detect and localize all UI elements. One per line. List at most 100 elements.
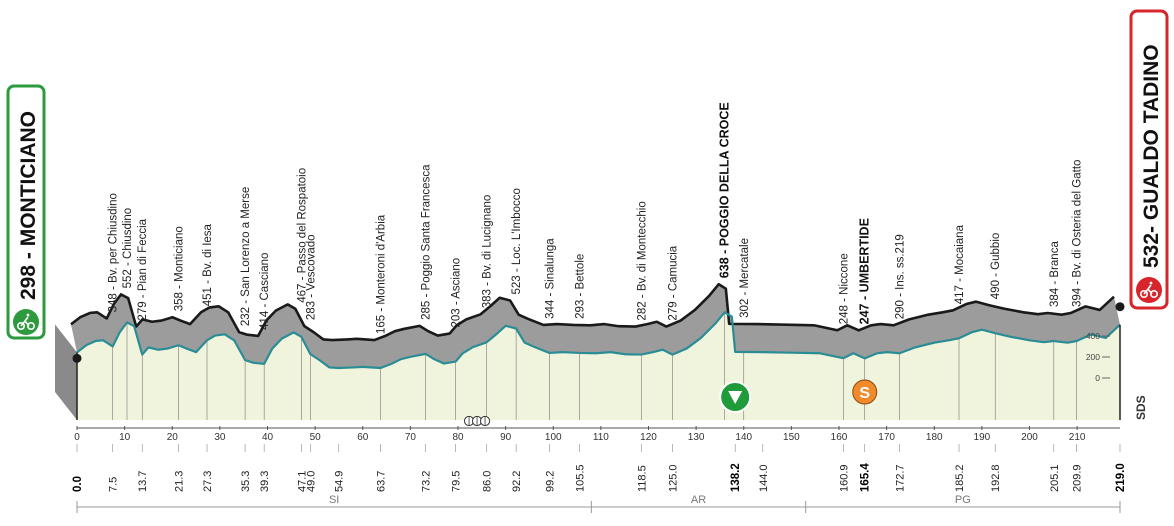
location-label: 384 - Branca (1049, 241, 1061, 307)
location-label: 344 - Sinalunga (544, 238, 556, 319)
location-label: 203 - Asciano (451, 258, 463, 328)
distance-label: 144.0 (758, 464, 770, 492)
distance-label: 13.7 (137, 471, 149, 492)
location-label: 165 - Monteroni d'Arbia (375, 214, 387, 334)
location-label: 247 - UMBERTIDE (858, 218, 872, 324)
location-label: 523 - Loc. L'Imbocco (511, 188, 523, 294)
location-label: 451 - Bv. di Iesa (202, 223, 214, 306)
distance-label: 172.7 (894, 464, 906, 492)
x-tick-label: 120 (640, 432, 657, 443)
x-tick-label: 140 (735, 432, 752, 443)
x-tick-label: 190 (974, 432, 991, 443)
start-badge-frame (6, 84, 46, 340)
cyclist-glyph (17, 313, 36, 331)
x-tick-label: 80 (452, 432, 464, 443)
y-tick-label: 0 (1095, 373, 1100, 383)
distance-label: 35.3 (240, 471, 252, 492)
location-label: 279 - Pian di Feccia (137, 218, 149, 320)
location-label: 290 - Ins. ss.219 (894, 234, 906, 319)
location-label: 283 - Vescovado (305, 234, 317, 320)
x-tick-label: 60 (357, 432, 369, 443)
distance-label: 47.1 (296, 471, 308, 492)
distance-label: 73.2 (421, 471, 433, 492)
location-label: 638 - POGGIO DELLA CROCE (718, 102, 732, 278)
distance-label: 205.1 (1049, 464, 1061, 492)
distance-label: 105.5 (574, 464, 586, 492)
finish-badge: 532- GUALDO TADINO (1129, 9, 1169, 310)
markers: S (463, 379, 878, 427)
distance-label: 125.0 (667, 464, 679, 492)
location-label: 358 - Monticiano (173, 226, 185, 311)
distance-label: 63.7 (375, 471, 387, 492)
x-tick-label: 90 (500, 432, 512, 443)
distance-label: 27.3 (202, 471, 214, 492)
distance-label: 21.3 (173, 471, 185, 492)
x-tick-label: 130 (688, 432, 705, 443)
x-tick-label: 30 (214, 432, 226, 443)
distance-label: 160.9 (838, 464, 850, 492)
x-tick-label: 150 (783, 432, 800, 443)
location-label: 282 - Bv. di Montecchio (636, 201, 648, 320)
distance-label: 39.3 (259, 471, 271, 492)
distance-label: 118.5 (636, 465, 648, 492)
finish-badge-frame (1129, 9, 1169, 310)
start-dot (72, 353, 82, 363)
location-label: 394 - Bv. di Osteria del Gatto (1072, 160, 1084, 307)
location-labels: 348 - Bv. per Chiusdino 552 - Chiusdino 27… (108, 102, 1084, 334)
sprint-s-glyph: S (859, 385, 870, 402)
location-label: 383 - Bv. di Lucignano (482, 195, 494, 309)
elevation-profile (70, 282, 1125, 420)
kom-triangle-glyph (728, 391, 743, 404)
sprint-s-icon (852, 379, 878, 405)
distance-label: 138.2 (730, 463, 742, 492)
location-label: 348 - Bv. per Chiusdino (108, 193, 120, 312)
x-tick-label: 50 (310, 432, 322, 443)
distance-label: 54.9 (333, 471, 345, 492)
finish-label: 532- GUALDO TADINO (1140, 44, 1163, 268)
x-tick-label: 100 (545, 432, 562, 443)
distance-label: 209.9 (1072, 464, 1084, 492)
x-tick-label: 180 (926, 432, 943, 443)
region-label: AR (691, 494, 706, 506)
brand-logo: SDS (1134, 395, 1148, 420)
distance-label: 185.2 (954, 464, 966, 492)
distance-label: 7.5 (108, 477, 120, 492)
location-label: 285 - Poggio Santa Francesca (421, 164, 433, 320)
location-label: 552 - Chiusdino (122, 208, 134, 289)
x-tick-label: 20 (167, 432, 179, 443)
distance-label: 86.0 (482, 471, 494, 492)
distance-labels: 0.0 7.5 13.7 21.3 27.3 35.3 39.3 47.149.0 54.9 63… (72, 444, 1127, 492)
y-tick-label: 400 (1086, 331, 1100, 341)
x-axis: 0 10 20 30 40 50 60 70 80 90 100 110 120 130 140 150 160… (74, 426, 1120, 443)
distance-label: 79.5 (451, 471, 463, 492)
location-label: 302 - Mercatale (739, 238, 751, 318)
location-drop-lines (112, 312, 1077, 420)
x-tick-label: 210 (1069, 432, 1086, 443)
location-label: 467 - Passo del Rospatoio (296, 168, 308, 303)
x-tick-label: 0 (74, 432, 80, 443)
location-label: 279 - Camucia (667, 245, 679, 320)
distance-label: 219.0 (1115, 463, 1127, 492)
cyclist-glyph (1140, 281, 1159, 299)
distance-label: 192.8 (990, 464, 1002, 492)
location-label: 293 - Bettole (574, 254, 586, 319)
distance-label: 92.2 (511, 471, 523, 492)
profile-left-side (55, 324, 77, 420)
region-label: PG (955, 494, 971, 506)
x-tick-label: 70 (405, 432, 417, 443)
location-label: 232 - San Lorenzo a Merse (240, 187, 252, 326)
start-badge: 298 - MONTICIANO (6, 84, 46, 340)
location-label: 248 - Niccone (838, 253, 850, 324)
profile-ridge-line (70, 282, 1115, 342)
x-tick-label: 200 (1021, 432, 1038, 443)
x-tick-label: 10 (119, 432, 131, 443)
distance-label: 99.2 (544, 471, 556, 492)
start-label: 298 - MONTICIANO (17, 111, 40, 300)
distance-label: 49.0 (305, 471, 317, 492)
x-tick-label: 40 (262, 432, 274, 443)
location-label: 490 - Gubbio (990, 233, 1002, 300)
distance-label: 165.4 (860, 463, 872, 492)
profile-road-line (76, 311, 1121, 370)
x-tick-label: 110 (593, 432, 609, 443)
